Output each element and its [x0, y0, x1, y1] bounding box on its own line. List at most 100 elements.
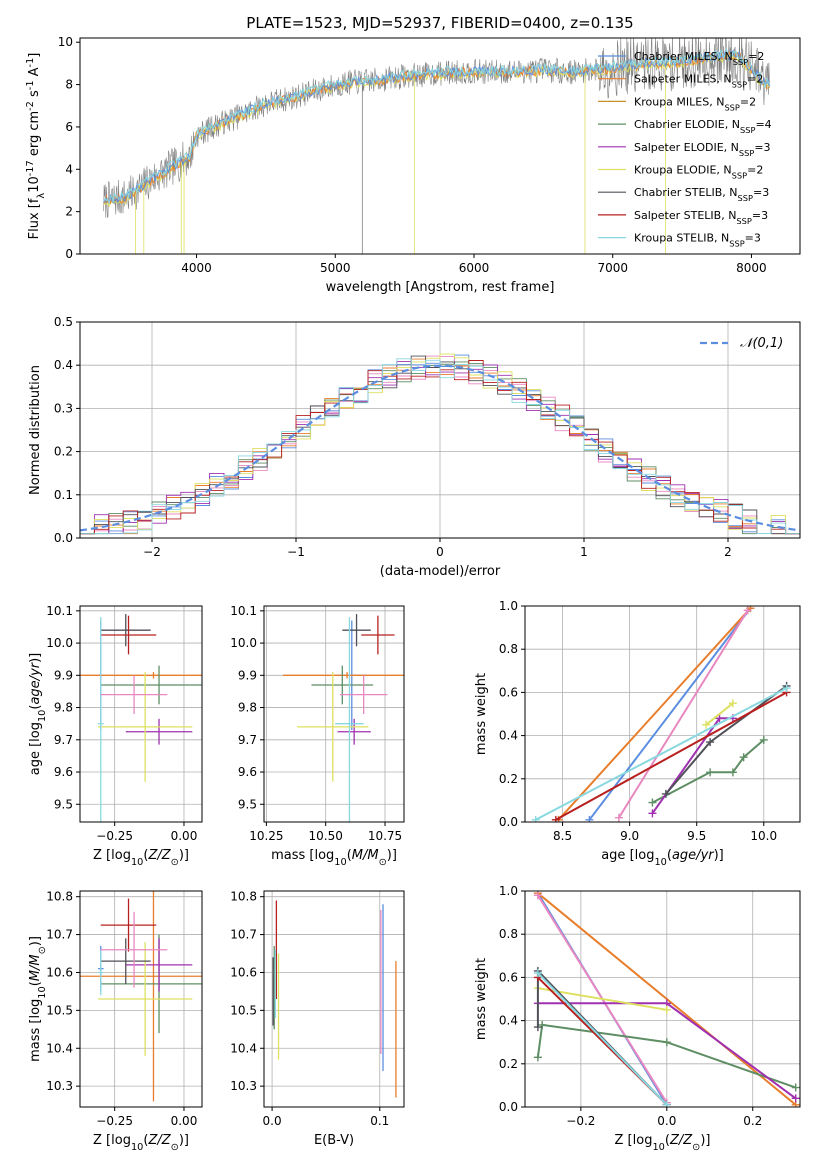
y-axis-label: Flux [fλ10-17 erg cm-2 s-1 A-1] — [25, 53, 47, 240]
mass-weight-marker — [662, 1038, 671, 1047]
weight-vs-age-marks — [531, 606, 791, 822]
residual-histogram — [80, 358, 800, 535]
x-tick-label: 8000 — [736, 261, 767, 275]
y-axis-label: Normed distribution — [28, 365, 43, 495]
y-tick-label: 0.4 — [499, 1014, 518, 1028]
y-tick-label: 0.2 — [499, 772, 518, 786]
y-tick-label: 1.0 — [499, 599, 518, 613]
x-tick-label: 2 — [724, 545, 732, 559]
axes-frame — [79, 37, 801, 255]
y-tick-label: 10.0 — [230, 636, 257, 650]
x-axis-label: E(B-V) — [314, 1133, 354, 1148]
y-tick-label: 6 — [65, 120, 73, 134]
mass-weight-marker — [533, 969, 542, 978]
mass-weight-line — [705, 702, 734, 726]
x-tick-label: 10.0 — [750, 829, 777, 843]
y-tick-label: 9.7 — [54, 733, 73, 747]
axes-frame — [263, 890, 405, 1108]
y-tick-label: 0.0 — [54, 531, 73, 545]
model-spectrum-line — [103, 50, 770, 205]
y-tick-label: 0.6 — [499, 970, 518, 984]
x-tick-label: −0.2 — [566, 1114, 595, 1128]
x-axis-label: Z [log10(Z/Z⊙)] — [93, 1133, 189, 1153]
mass-weight-marker — [533, 891, 542, 900]
axes-frame — [79, 605, 203, 823]
y-tick-label: 4 — [65, 162, 73, 176]
y-tick-label: 9.8 — [238, 701, 257, 715]
y-tick-label: 0.3 — [54, 401, 73, 415]
y-axis-label: mass [log10(M/M⊙)] — [28, 936, 48, 1062]
y-tick-label: 10.1 — [46, 604, 73, 618]
y-tick-label: 10.3 — [230, 1079, 257, 1093]
mass-weight-marker — [662, 1100, 671, 1107]
x-axis-label: mass [log10(M/M⊙)] — [271, 848, 397, 868]
weight-vs-Z-panel: −0.2 0.0 0.2 0.0 0.2 0.4 0.6 0.8 1.0 Z [log10(Z/Z… — [474, 884, 801, 1153]
legend-entry: Kroupa STELIB, NSSP=3 — [634, 232, 761, 249]
y-tick-label: 10.6 — [46, 965, 73, 979]
x-tick-label: 10.75 — [368, 829, 402, 843]
legend-entry: Salpeter ELODIE, NSSP=3 — [634, 141, 771, 158]
mass-weight-marker — [791, 1083, 800, 1092]
x-tick-label: 0.0 — [263, 1114, 282, 1128]
mass-weight-marker — [551, 815, 560, 822]
mass-weight-marker — [739, 753, 748, 762]
normal-reference-curve — [80, 364, 800, 532]
y-tick-label: 2 — [65, 205, 73, 219]
legend-entry: 𝒩(0,1) — [740, 336, 783, 351]
y-tick-label: 9.5 — [54, 797, 73, 811]
age-vs-Z-marks — [80, 614, 202, 822]
mass-vs-Z-panel: −0.25 0.00 10.3 10.4 10.5 10.6 10.7 10.8 Z [log1… — [28, 890, 203, 1153]
y-tick-label: 0.2 — [54, 445, 73, 459]
y-tick-label: 0.1 — [54, 488, 73, 502]
y-tick-label: 0.2 — [499, 1057, 518, 1071]
legend-entry: Salpeter STELIB, NSSP=3 — [634, 209, 768, 226]
x-tick-label: 9.0 — [620, 829, 639, 843]
y-tick-label: 10.0 — [46, 636, 73, 650]
axes-frame — [524, 605, 801, 823]
y-tick-label: 10.4 — [230, 1041, 257, 1055]
x-axis-label: (data-model)/error — [380, 564, 501, 579]
mass-weight-line — [618, 609, 749, 819]
x-axis-label: Z [log10(Z/Z⊙)] — [93, 848, 189, 868]
legend-entry: Chabrier STELIB, NSSP=3 — [634, 186, 769, 203]
legend-entry: Salpeter MILES, NSSP=2 — [634, 73, 763, 90]
mass-weight-marker — [538, 1020, 547, 1029]
y-tick-label: 0.4 — [54, 358, 73, 372]
mass-weight-line — [588, 607, 752, 821]
x-tick-label: 8.5 — [553, 829, 572, 843]
x-tick-label: 4000 — [181, 261, 212, 275]
x-tick-label: 1 — [580, 545, 588, 559]
y-tick-label: 10.8 — [46, 890, 73, 904]
x-axis-label: wavelength [Angstrom, rest frame] — [326, 280, 555, 295]
y-axis-label: mass weight — [474, 958, 489, 1040]
age-vs-mass-marks — [282, 614, 404, 822]
figure-title: PLATE=1523, MJD=52937, FIBERID=0400, z=0… — [246, 14, 633, 32]
x-tick-label: 7000 — [597, 261, 628, 275]
mass-weight-marker — [648, 809, 657, 818]
mass-weight-marker — [533, 1053, 542, 1062]
x-tick-label: 0.0 — [657, 1114, 676, 1128]
x-tick-label: −1 — [287, 545, 305, 559]
spectrum-marks — [103, 38, 771, 254]
legend-entry: Chabrier ELODIE, NSSP=4 — [634, 118, 772, 135]
y-tick-label: 10.8 — [230, 890, 257, 904]
model-spectrum-line — [103, 47, 771, 206]
x-axis-label: Z [log10(Z/Z⊙)] — [615, 1133, 711, 1153]
mass-weight-marker — [728, 699, 737, 708]
legend-entry: Kroupa MILES, NSSP=2 — [634, 95, 756, 112]
x-tick-label: 10.50 — [309, 829, 343, 843]
observed-spectrum-line — [103, 38, 770, 219]
x-tick-label: −2 — [143, 545, 161, 559]
mass-weight-marker — [531, 815, 540, 822]
mass-weight-marker — [782, 684, 791, 693]
residuals-panel: 𝒩(0,1) −2 −1 0 1 2 0.0 0.1 0.2 0.3 0.4 0.5 (data-mod… — [28, 315, 801, 579]
mass-weight-marker — [715, 714, 724, 723]
y-tick-label: 10.5 — [230, 1003, 257, 1017]
mass-weight-marker — [614, 813, 623, 822]
x-axis-label: age [log10(age/yr)] — [601, 848, 724, 868]
y-tick-label: 9.6 — [238, 765, 257, 779]
x-tick-label: −0.25 — [96, 1114, 133, 1128]
y-tick-label: 0 — [65, 247, 73, 261]
y-tick-label: 1.0 — [499, 884, 518, 898]
x-tick-label: 0.00 — [171, 829, 198, 843]
